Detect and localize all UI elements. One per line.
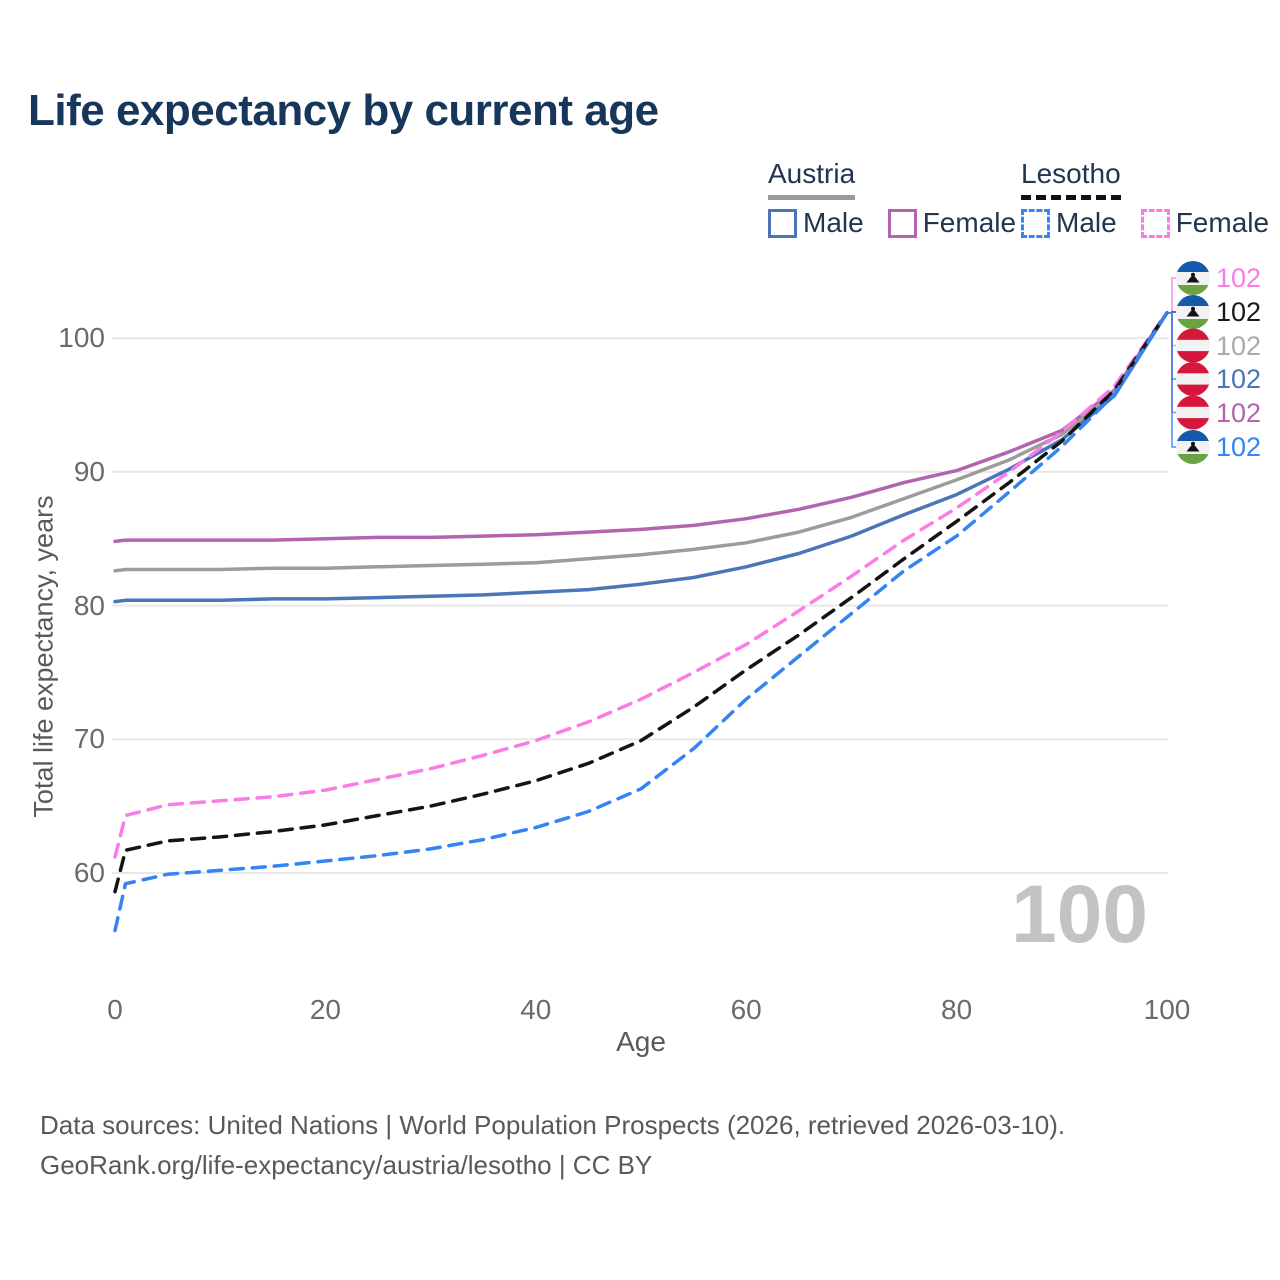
legend-label-austria-male: Male: [803, 207, 864, 238]
x-tick-40: 40: [520, 994, 552, 1025]
y-tick-80: 80: [73, 589, 105, 621]
legend-item-austria-male[interactable]: Male: [768, 207, 864, 239]
flag-icon-lesotho: [1176, 295, 1210, 329]
footer-line-1: Data sources: United Nations | World Pop…: [40, 1110, 1066, 1140]
footer-line-2: GeoRank.org/life-expectancy/austria/leso…: [40, 1150, 653, 1180]
legend-group-austria: Austria Male Female: [768, 158, 1016, 239]
end-value-label-lesotho-female: 102: [1216, 263, 1262, 293]
flag-icon-austria: [1176, 362, 1210, 396]
x-tick-100: 100: [1143, 994, 1191, 1025]
legend-country-lesotho: Lesotho: [1021, 158, 1121, 200]
legend-group-lesotho: Lesotho Male Female: [1021, 158, 1269, 239]
checkbox-lesotho-male[interactable]: [1021, 208, 1050, 238]
checkbox-austria-female[interactable]: [887, 208, 917, 238]
flag-icon-lesotho: [1176, 430, 1210, 464]
x-axis-title: Age: [616, 1026, 666, 1057]
chart-title: Life expectancy by current age: [28, 86, 659, 135]
legend-item-lesotho-female[interactable]: Female: [1140, 207, 1270, 239]
y-tick-100: 100: [58, 322, 105, 354]
series-line-austria-male: [113, 311, 1169, 604]
age-watermark: 100: [1011, 869, 1148, 960]
x-tick-60: 60: [730, 994, 762, 1025]
end-label-connector-austria-male: [1167, 311, 1176, 380]
footer: Data sources: United Nations | World Pop…: [40, 1105, 1065, 1185]
end-value-label-austria-male: 102: [1216, 364, 1262, 394]
legend-item-austria-female[interactable]: Female: [887, 207, 1017, 239]
legend-label-lesotho-male: Male: [1056, 207, 1117, 238]
series-line-lesotho-male: [113, 311, 1169, 933]
checkbox-austria-male[interactable]: [768, 208, 797, 238]
series-line-austria-female: [113, 311, 1169, 544]
flag-icon-lesotho: [1176, 261, 1210, 295]
series-line-austria-both-sexes: [113, 311, 1169, 573]
legend-label-lesotho-female: Female: [1175, 207, 1270, 238]
legend-label-austria-female: Female: [922, 207, 1017, 238]
y-tick-60: 60: [73, 857, 105, 888]
legend-country-austria: Austria: [768, 158, 856, 200]
legend-item-lesotho-male[interactable]: Male: [1021, 207, 1117, 239]
flag-icon-austria: [1176, 395, 1210, 430]
end-label-connector-lesotho-male: [1167, 311, 1176, 448]
end-label-connector-lesotho-female: [1167, 277, 1176, 314]
y-tick-90: 90: [73, 455, 105, 487]
series-line-lesotho-female: [113, 311, 1169, 859]
y-tick-70: 70: [73, 723, 105, 755]
checkbox-lesotho-female[interactable]: [1140, 208, 1170, 238]
end-value-label-lesotho-both-sexes: 102: [1216, 297, 1262, 327]
end-label-connector-austria-female: [1167, 311, 1176, 414]
x-tick-20: 20: [309, 994, 341, 1025]
series-line-lesotho-both-sexes: [113, 311, 1169, 894]
x-tick-80: 80: [941, 994, 973, 1025]
end-value-label-austria-female: 102: [1216, 397, 1262, 428]
end-label-connector-lesotho-both-sexes: [1167, 311, 1176, 314]
end-value-label-austria-both-sexes: 102: [1216, 330, 1262, 361]
end-label-connector-austria-both-sexes: [1167, 311, 1176, 347]
flag-icon-austria: [1176, 328, 1210, 363]
y-axis-title: Total life expectancy, years: [28, 495, 59, 818]
x-tick-0: 0: [107, 994, 123, 1025]
end-value-label-lesotho-male: 102: [1216, 432, 1262, 462]
